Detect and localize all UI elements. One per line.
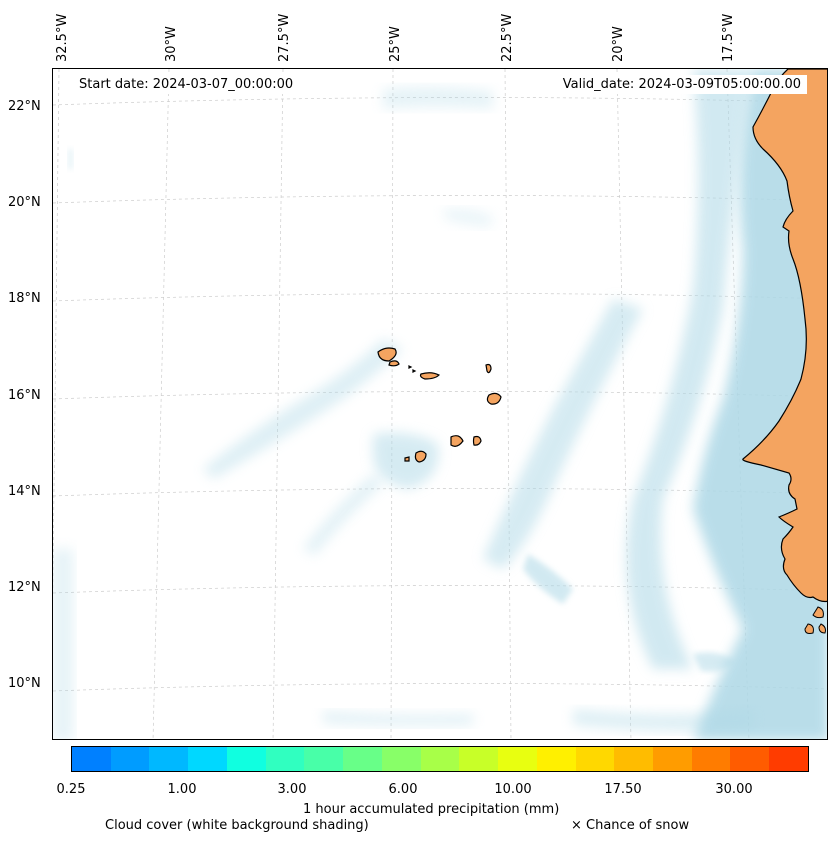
colorbar-segment — [72, 747, 111, 771]
lat-label-14n: 14°N — [8, 484, 41, 499]
colorbar-segment — [498, 747, 537, 771]
colorbar-segment — [575, 747, 615, 771]
colorbar-segment — [691, 747, 731, 771]
bijagos-islands — [804, 606, 826, 634]
precipitation-shading — [53, 69, 827, 739]
colorbar-segment — [614, 747, 654, 771]
colorbar-tick: 1.00 — [167, 782, 197, 797]
lon-label-32-5w: 32.5°W — [55, 13, 70, 62]
colorbar-segment — [536, 747, 576, 771]
colorbar-label: 1 hour accumulated precipitation (mm) — [303, 802, 560, 817]
lon-label-27-5w: 27.5°W — [277, 13, 292, 62]
colorbar-segment — [381, 747, 421, 771]
colorbar-tick: 10.00 — [494, 782, 532, 797]
colorbar-tick: 0.25 — [56, 782, 86, 797]
precipitation-colorbar — [71, 746, 809, 772]
lat-label-22n: 22°N — [8, 99, 41, 114]
colorbar-tick: 30.00 — [715, 782, 753, 797]
lon-label-17-5w: 17.5°W — [721, 13, 736, 62]
colorbar-segment — [769, 747, 808, 771]
lon-label-30w: 30°W — [164, 26, 179, 62]
start-date-label: Start date: 2024-03-07_00:00:00 — [73, 75, 300, 94]
colorbar-segment — [149, 747, 189, 771]
africa-coastline — [742, 69, 827, 603]
colorbar-tick: 17.50 — [604, 782, 642, 797]
colorbar-segment — [110, 747, 150, 771]
lon-label-22-5w: 22.5°W — [500, 13, 515, 62]
lat-label-18n: 18°N — [8, 291, 41, 306]
lon-label-25w: 25°W — [388, 26, 403, 62]
colorbar-segment — [420, 747, 460, 771]
colorbar-segment — [304, 747, 344, 771]
lon-label-20w: 20°W — [611, 26, 626, 62]
colorbar-segment — [459, 747, 499, 771]
map-panel[interactable]: Start date: 2024-03-07_00:00:00 Valid_da… — [52, 68, 828, 740]
valid-date-label: Valid_date: 2024-03-09T05:00:00.00 — [556, 75, 807, 94]
colorbar-segment — [188, 747, 227, 771]
colorbar-segment — [265, 747, 305, 771]
colorbar-tick: 6.00 — [388, 782, 418, 797]
lat-label-10n: 10°N — [8, 676, 41, 691]
colorbar-segment — [343, 747, 382, 771]
colorbar-segment — [730, 747, 770, 771]
lat-label-16n: 16°N — [8, 388, 41, 403]
lat-label-20n: 20°N — [8, 195, 41, 210]
cape-verde-islands — [377, 347, 502, 463]
map-canvas — [53, 69, 827, 739]
cloud-cover-legend: Cloud cover (white background shading) — [105, 818, 369, 833]
lat-label-12n: 12°N — [8, 580, 41, 595]
colorbar-segment — [653, 747, 692, 771]
colorbar-tick: 3.00 — [277, 782, 307, 797]
colorbar-segment — [226, 747, 266, 771]
snow-legend: × Chance of snow — [571, 818, 690, 833]
